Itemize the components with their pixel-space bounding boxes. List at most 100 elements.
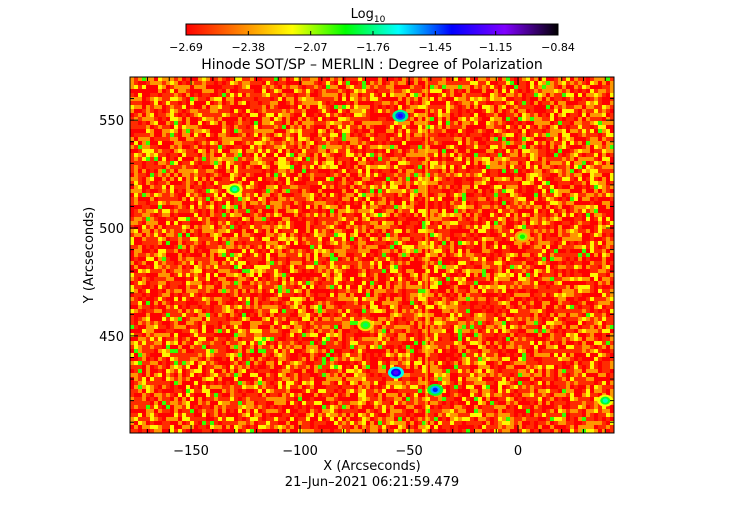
noise-cell xyxy=(442,133,446,137)
noise-cell xyxy=(134,173,138,177)
noise-cell xyxy=(466,93,470,97)
noise-cell xyxy=(570,157,574,161)
noise-cell xyxy=(174,85,178,89)
noise-cell xyxy=(198,153,202,157)
noise-cell xyxy=(558,181,562,185)
noise-cell xyxy=(258,205,262,209)
noise-cell xyxy=(538,85,542,89)
noise-cell xyxy=(442,193,446,197)
noise-cell xyxy=(246,93,250,97)
noise-cell xyxy=(590,93,594,97)
noise-cell xyxy=(610,165,614,169)
noise-cell xyxy=(410,209,414,213)
noise-cell xyxy=(146,241,150,245)
noise-cell xyxy=(450,89,454,93)
noise-cell xyxy=(214,157,218,161)
noise-cell xyxy=(522,157,526,161)
noise-cell xyxy=(166,225,170,229)
noise-cell xyxy=(490,113,494,117)
noise-cell xyxy=(306,149,310,153)
noise-cell xyxy=(534,177,538,181)
noise-cell xyxy=(190,177,194,181)
noise-cell xyxy=(558,85,562,89)
noise-cell xyxy=(190,161,194,165)
noise-cell xyxy=(562,93,566,97)
noise-cell xyxy=(530,77,534,81)
noise-cell xyxy=(570,153,574,157)
noise-cell xyxy=(322,193,326,197)
noise-cell xyxy=(430,205,434,209)
noise-cell xyxy=(346,85,350,89)
noise-cell xyxy=(362,165,366,169)
noise-cell xyxy=(482,141,486,145)
noise-cell xyxy=(466,185,470,189)
noise-cell xyxy=(422,129,426,133)
noise-cell xyxy=(562,117,566,121)
noise-cell xyxy=(602,145,606,149)
noise-cell xyxy=(246,89,250,93)
noise-cell xyxy=(150,153,154,157)
noise-cell xyxy=(522,217,526,221)
noise-cell xyxy=(242,121,246,125)
noise-cell xyxy=(394,173,398,177)
noise-cell xyxy=(174,169,178,173)
noise-cell xyxy=(262,201,266,205)
noise-cell xyxy=(322,169,326,173)
noise-cell xyxy=(294,125,298,129)
noise-cell xyxy=(442,85,446,89)
noise-cell xyxy=(470,153,474,157)
noise-cell xyxy=(462,205,466,209)
noise-cell xyxy=(386,113,390,117)
noise-cell xyxy=(482,181,486,185)
noise-cell xyxy=(438,105,442,109)
noise-cell xyxy=(498,85,502,89)
noise-cell xyxy=(606,125,610,129)
noise-cell xyxy=(158,213,162,217)
noise-cell xyxy=(566,125,570,129)
noise-cell xyxy=(606,185,610,189)
noise-cell xyxy=(402,217,406,221)
noise-cell xyxy=(554,125,558,129)
noise-cell xyxy=(134,237,138,241)
noise-cell xyxy=(274,225,278,229)
noise-cell xyxy=(446,217,450,221)
noise-cell xyxy=(250,105,254,109)
noise-cell xyxy=(198,197,202,201)
noise-cell xyxy=(530,145,534,149)
noise-cell xyxy=(598,181,602,185)
noise-cell xyxy=(502,189,506,193)
noise-cell xyxy=(294,105,298,109)
noise-cell xyxy=(210,213,214,217)
noise-cell xyxy=(414,169,418,173)
noise-cell xyxy=(454,197,458,201)
noise-cell xyxy=(406,177,410,181)
noise-cell xyxy=(438,113,442,117)
noise-cell xyxy=(218,145,222,149)
noise-cell xyxy=(378,77,382,81)
noise-cell xyxy=(138,89,142,93)
noise-cell xyxy=(454,173,458,177)
noise-cell xyxy=(446,97,450,101)
noise-cell xyxy=(510,121,514,125)
noise-cell xyxy=(498,125,502,129)
noise-cell xyxy=(166,105,170,109)
noise-cell xyxy=(254,165,258,169)
noise-cell xyxy=(178,125,182,129)
noise-cell xyxy=(310,157,314,161)
noise-cell xyxy=(202,197,206,201)
noise-cell xyxy=(482,81,486,85)
noise-cell xyxy=(230,77,234,81)
noise-cell xyxy=(318,165,322,169)
noise-cell xyxy=(438,209,442,213)
noise-cell xyxy=(458,165,462,169)
noise-cell xyxy=(262,153,266,157)
noise-cell xyxy=(326,149,330,153)
noise-cell xyxy=(462,121,466,125)
noise-cell xyxy=(190,165,194,169)
noise-cell xyxy=(174,101,178,105)
noise-cell xyxy=(194,181,198,185)
noise-cell xyxy=(462,209,466,213)
noise-cell xyxy=(354,197,358,201)
noise-cell xyxy=(338,217,342,221)
noise-cell xyxy=(362,193,366,197)
